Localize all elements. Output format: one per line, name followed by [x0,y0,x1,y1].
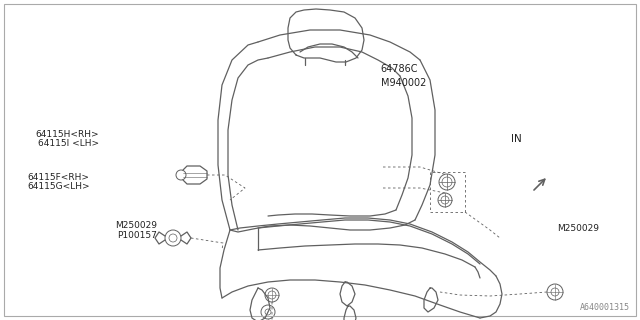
Text: P100157: P100157 [117,231,157,240]
Text: A640001315: A640001315 [580,303,630,312]
Text: 64786C: 64786C [381,64,419,74]
Text: IN: IN [511,134,522,144]
Text: M940002: M940002 [381,78,426,88]
Text: M250029: M250029 [115,221,157,230]
Text: 64115H<RH>: 64115H<RH> [36,130,99,139]
Text: 64115I <LH>: 64115I <LH> [38,139,99,148]
Text: M250029: M250029 [557,224,599,233]
Text: 64115F<RH>: 64115F<RH> [28,173,90,182]
Text: 64115G<LH>: 64115G<LH> [27,182,90,191]
